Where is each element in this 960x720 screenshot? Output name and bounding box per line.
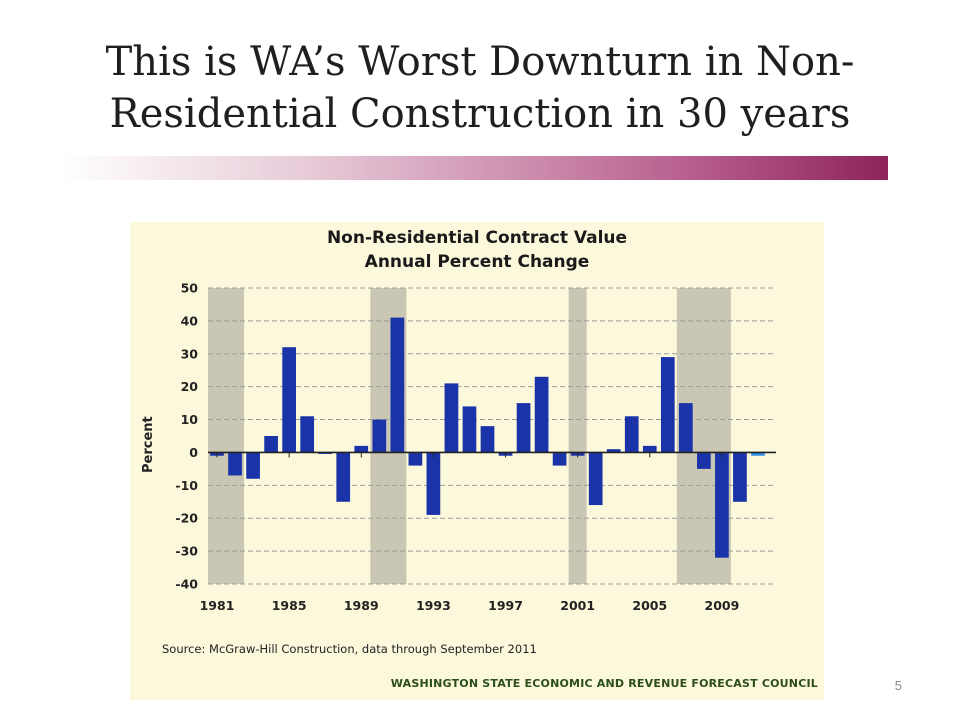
bar-1996 — [480, 426, 495, 453]
bar-2003 — [606, 449, 621, 453]
y-tick-label: 20 — [181, 379, 199, 394]
x-tick-label: 1981 — [200, 598, 235, 613]
bar-1993 — [426, 452, 441, 515]
recession-shade — [568, 288, 587, 584]
bar-1984 — [264, 436, 278, 453]
chart-subtitle: Annual Percent Change — [364, 252, 590, 272]
x-tick-label: 1985 — [272, 598, 307, 613]
bar-1994 — [444, 383, 459, 453]
slide-title-line-2: Residential Construction in 30 years — [109, 91, 851, 137]
x-tick-label: 1989 — [344, 598, 379, 613]
bar-2004 — [624, 416, 639, 453]
bar-1982 — [228, 452, 242, 476]
bar-2000 — [552, 452, 567, 466]
source-note: Source: McGraw-Hill Construction, data t… — [162, 642, 537, 656]
y-tick-label: 10 — [181, 412, 199, 427]
slide-number: 5 — [894, 678, 902, 693]
y-tick-label: -20 — [175, 511, 198, 526]
slide-title-line-1: This is WA’s Worst Downturn in Non- — [105, 39, 855, 85]
recession-shade — [208, 288, 245, 584]
x-tick-label: 1993 — [416, 598, 451, 613]
bar-1999 — [534, 376, 549, 453]
bar-2008 — [697, 452, 711, 469]
bar-2006 — [660, 357, 675, 453]
bar-1995 — [462, 406, 477, 453]
bar-1998 — [516, 403, 531, 453]
y-tick-label: -10 — [175, 478, 198, 493]
bar-2009 — [715, 452, 729, 558]
x-tick-label: 2005 — [632, 598, 667, 613]
y-tick-label: -30 — [175, 544, 198, 559]
bar-2005 — [642, 445, 657, 453]
bar-1989 — [354, 445, 369, 453]
bar-1985 — [282, 347, 296, 453]
bar-2007 — [678, 403, 693, 453]
chart-title: Non-Residential Contract Value — [326, 228, 628, 248]
bar-2011 — [751, 452, 765, 456]
bar-1991 — [390, 317, 405, 453]
y-tick-label: 40 — [181, 313, 199, 328]
bar-2010 — [733, 452, 747, 502]
y-axis-label: Percent — [141, 416, 156, 473]
x-tick-label: 2009 — [705, 598, 740, 613]
bar-2002 — [588, 452, 603, 506]
bar-1986 — [300, 416, 315, 453]
slide-title: This is WA’s Worst Downturn in Non- Resi… — [40, 36, 920, 140]
y-tick-label: -40 — [175, 577, 198, 592]
bar-1992 — [408, 452, 423, 466]
y-tick-label: 30 — [181, 346, 199, 361]
bar-1990 — [372, 419, 387, 453]
x-tick-label: 2001 — [560, 598, 595, 613]
y-tick-label: 0 — [189, 445, 198, 460]
bar-1988 — [336, 452, 351, 502]
bar-1983 — [246, 452, 260, 479]
publisher-credit: WASHINGTON STATE ECONOMIC AND REVENUE FO… — [390, 677, 818, 690]
title-divider — [60, 156, 888, 180]
x-tick-label: 1997 — [488, 598, 523, 613]
y-tick-label: 50 — [181, 281, 199, 296]
chart-panel: 50 40 30 20 10 0 -10 -20 -30 -40 1981 1985 1989 1993 1… — [130, 222, 824, 700]
